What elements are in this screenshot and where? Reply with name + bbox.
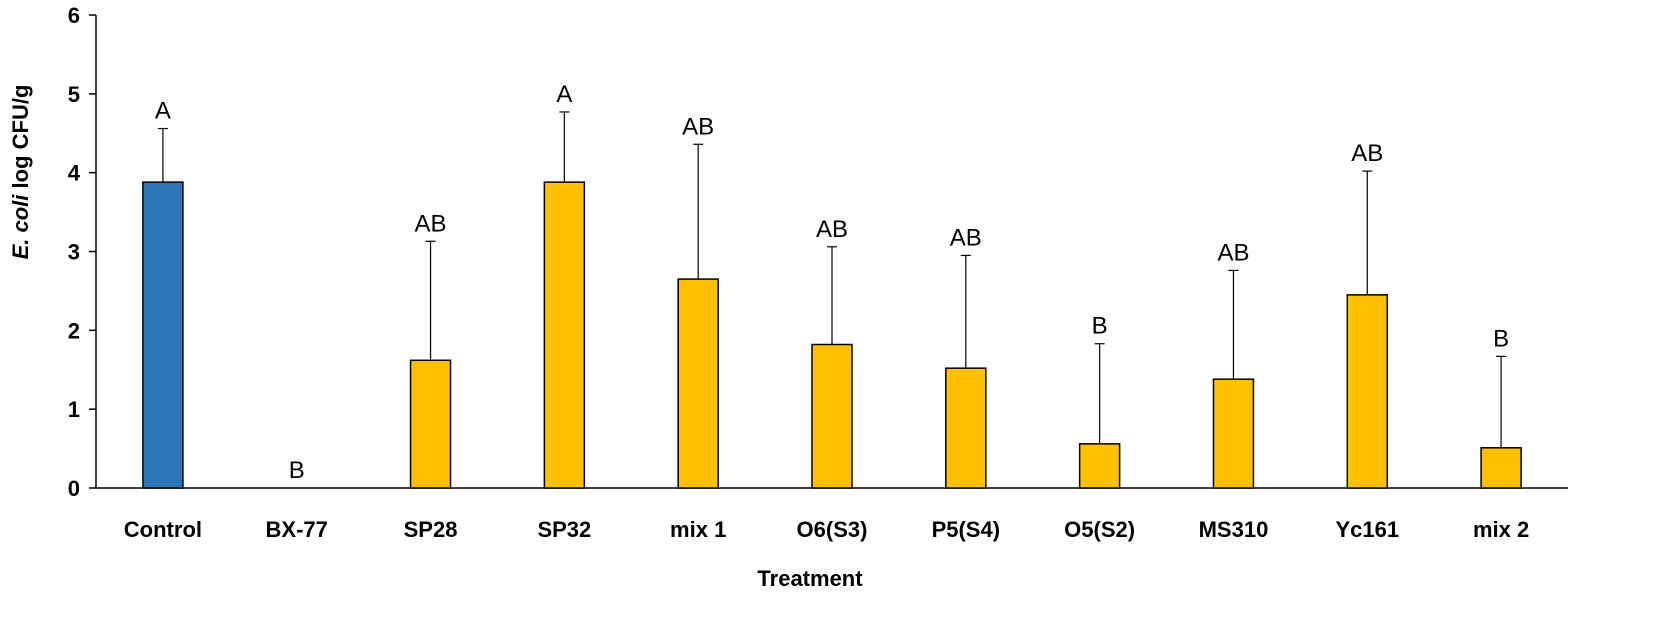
significance-label-6: AB bbox=[950, 224, 982, 251]
bar-6 bbox=[945, 367, 987, 489]
y-axis-title-italic: E. coli bbox=[8, 194, 33, 260]
bar-10 bbox=[1480, 447, 1522, 489]
bar-9 bbox=[1346, 294, 1389, 489]
y-tick-label-0: 0 bbox=[68, 476, 80, 501]
category-label-1: BX-77 bbox=[266, 517, 328, 542]
significance-label-1: B bbox=[289, 457, 305, 484]
category-label-10: mix 2 bbox=[1473, 517, 1529, 542]
y-tick-label-3: 3 bbox=[68, 240, 80, 265]
y-tick-label-1: 1 bbox=[68, 397, 80, 422]
bar-8 bbox=[1212, 378, 1255, 489]
significance-label-0: A bbox=[155, 98, 171, 125]
category-label-3: SP32 bbox=[537, 517, 591, 542]
significance-label-8: AB bbox=[1217, 239, 1249, 266]
y-tick-label-2: 2 bbox=[68, 318, 80, 343]
significance-label-4: AB bbox=[682, 113, 714, 140]
category-label-8: MS310 bbox=[1199, 517, 1269, 542]
bar-5 bbox=[811, 343, 853, 489]
category-label-0: Control bbox=[124, 517, 202, 542]
bar-3 bbox=[543, 181, 586, 489]
x-axis-title: Treatment bbox=[757, 566, 863, 591]
bar-4 bbox=[677, 278, 719, 489]
significance-label-2: AB bbox=[415, 210, 447, 237]
bar-7 bbox=[1078, 443, 1121, 489]
significance-label-5: AB bbox=[816, 216, 848, 243]
y-tick-label-6: 6 bbox=[68, 3, 80, 28]
y-tick-label-5: 5 bbox=[68, 82, 80, 107]
bar-0 bbox=[142, 181, 184, 489]
category-label-2: SP28 bbox=[404, 517, 458, 542]
svg-text:E. coli log CFU/g: E. coli log CFU/g bbox=[8, 85, 33, 260]
category-label-7: O5(S2) bbox=[1064, 517, 1135, 542]
bar-2 bbox=[409, 359, 452, 489]
category-label-4: mix 1 bbox=[670, 517, 726, 542]
significance-label-7: B bbox=[1092, 313, 1108, 340]
significance-label-3: A bbox=[556, 81, 572, 108]
y-axis-title-rest: log CFU/g bbox=[8, 85, 33, 195]
category-label-6: P5(S4) bbox=[932, 517, 1000, 542]
significance-label-9: AB bbox=[1351, 140, 1383, 167]
category-label-5: O6(S3) bbox=[797, 517, 868, 542]
significance-label-10: B bbox=[1493, 325, 1509, 352]
category-label-9: Yc161 bbox=[1335, 517, 1399, 542]
y-axis-title: E. coli log CFU/g bbox=[8, 85, 33, 260]
y-tick-label-4: 4 bbox=[68, 161, 81, 186]
